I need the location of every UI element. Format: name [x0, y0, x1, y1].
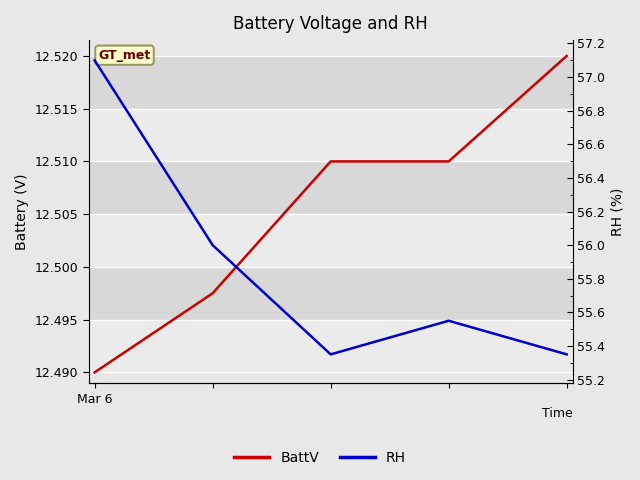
Bar: [89, 56, 573, 108]
Title: Battery Voltage and RH: Battery Voltage and RH: [233, 15, 428, 33]
Legend: BattV, RH: BattV, RH: [229, 445, 411, 471]
BattV: [91, 370, 99, 375]
BattV: [327, 158, 335, 164]
Line: RH: RH: [95, 60, 566, 354]
BattV: [209, 290, 216, 296]
Text: Time: Time: [542, 407, 573, 420]
Bar: [89, 320, 573, 372]
Y-axis label: Battery (V): Battery (V): [15, 173, 29, 250]
RH: [563, 351, 570, 357]
BattV: [563, 53, 570, 59]
Bar: [89, 267, 573, 320]
RH: [91, 58, 99, 63]
Bar: [89, 214, 573, 267]
Line: BattV: BattV: [95, 56, 566, 372]
Y-axis label: RH (%): RH (%): [611, 187, 625, 236]
BattV: [445, 158, 452, 164]
Bar: [89, 108, 573, 161]
Bar: [89, 161, 573, 214]
RH: [445, 318, 452, 324]
RH: [209, 242, 216, 248]
RH: [327, 351, 335, 357]
Text: GT_met: GT_met: [99, 48, 150, 62]
